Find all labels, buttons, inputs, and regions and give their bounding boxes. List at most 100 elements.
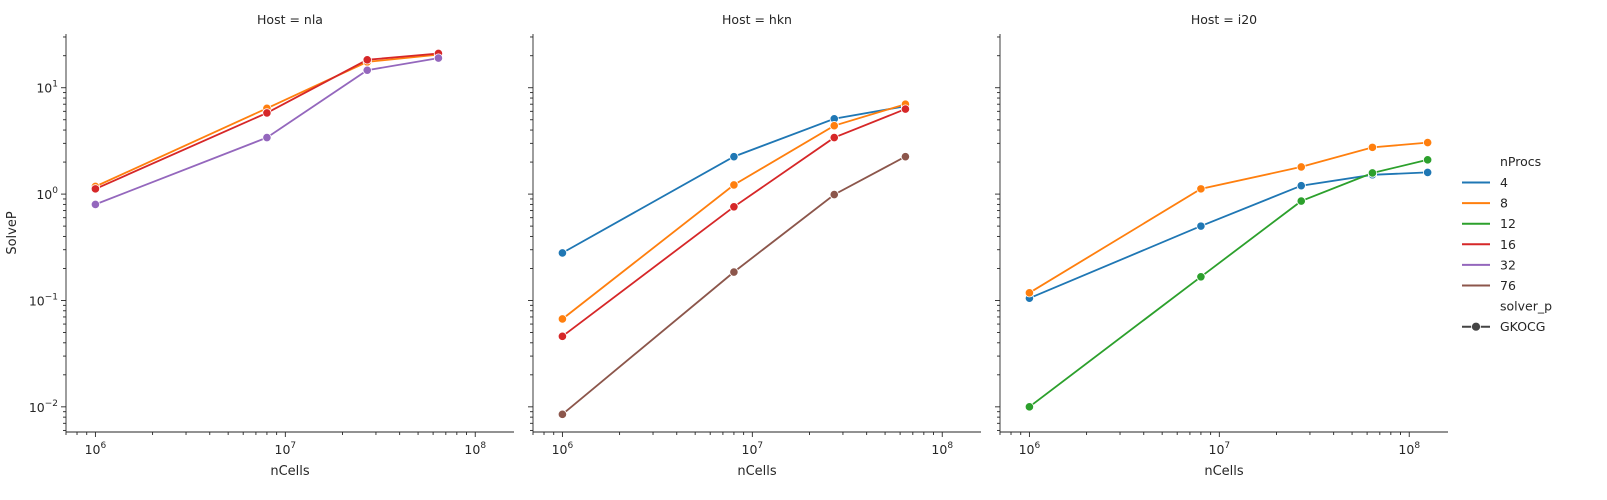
y-tick-label: 10−1 [29,292,58,308]
data-point-nprocs-76 [557,409,568,419]
y-tick-label: 10−2 [29,399,58,415]
data-point-nprocs-4 [729,152,739,162]
x-tick-label-base: 10 [742,442,758,457]
x-tick-label: 107 [742,441,764,457]
series-line-nprocs-8 [1028,141,1428,294]
panel-title: Host = hkn [722,12,792,27]
data-point-nprocs-12 [1196,272,1206,282]
data-point-nprocs-8 [1196,184,1206,194]
legend-label: GKOCG [1500,319,1545,334]
series-line-nprocs-12 [1028,158,1428,408]
series-line-nprocs-16 [561,108,906,338]
data-point-nprocs-8 [729,180,739,190]
data-point-nprocs-32 [362,65,372,75]
data-point-nprocs-16 [729,202,739,212]
x-tick-label-exponent: 7 [757,441,763,451]
y-tick-label-exponent: −1 [45,292,58,302]
x-tick-label: 108 [464,441,486,457]
data-point-nprocs-12 [1367,168,1378,178]
data-point-nprocs-32 [262,132,272,143]
y-tick-label-exponent: 0 [52,186,58,196]
panel-title: Host = nla [257,12,323,27]
data-point-nprocs-4 [1196,221,1206,231]
x-tick-label-exponent: 8 [1414,441,1420,451]
data-point-nprocs-16 [557,331,568,341]
legend-label: 8 [1500,196,1508,211]
legend-label: 16 [1500,237,1516,252]
x-tick-label-base: 10 [1398,442,1414,457]
data-point-nprocs-16 [829,132,839,143]
x-tick-label: 108 [1398,441,1420,457]
y-tick-label-exponent: 1 [52,80,58,90]
x-tick-label: 108 [931,441,953,457]
data-point-nprocs-16 [362,55,372,65]
x-tick-label-exponent: 6 [568,441,574,451]
series-line-nprocs-8 [95,53,439,188]
x-tick-label: 106 [552,441,574,457]
y-tick-label-base: 10 [36,81,52,96]
y-tick-label: 100 [36,186,58,202]
y-tick-label-base: 10 [29,400,45,415]
x-axis-label: nCells [1204,464,1244,479]
chart-legend: nProcs 4 8 12 16 32 76 solver_p GKOCG [1462,154,1552,334]
x-tick-label-exponent: 6 [1035,441,1041,451]
data-point-nprocs-4 [557,248,568,258]
x-tick-label-base: 10 [85,442,101,457]
y-tick-label-exponent: −2 [45,399,58,409]
series-line-nprocs-8 [561,103,906,320]
data-point-nprocs-16 [90,184,101,194]
x-tick-label: 107 [275,441,297,457]
legend-label: 76 [1500,278,1516,293]
x-tick-label-base: 10 [1209,442,1225,457]
data-point-nprocs-8 [557,314,568,324]
x-axis-label: nCells [737,464,777,479]
data-point-nprocs-32 [433,53,444,63]
legend-label: 32 [1500,257,1516,272]
legend-label: 12 [1500,216,1516,231]
x-tick-label-base: 10 [464,442,480,457]
legend-title-solver: solver_p [1500,299,1552,314]
x-tick-label-exponent: 6 [101,441,107,451]
x-tick-label-base: 10 [275,442,291,457]
legend-marker-solver [1471,321,1481,332]
series-line-nprocs-16 [95,52,439,190]
series-line-nprocs-32 [95,57,439,206]
data-point-nprocs-8 [829,121,839,131]
x-tick-label-base: 10 [1019,442,1035,457]
data-point-nprocs-8 [1024,288,1035,298]
data-point-nprocs-12 [1423,155,1433,165]
y-tick-label-base: 10 [36,187,52,202]
series-line-nprocs-4 [561,105,906,254]
data-point-nprocs-76 [900,152,911,162]
data-point-nprocs-4 [1296,181,1306,191]
x-tick-label-base: 10 [931,442,947,457]
y-tick-label: 101 [36,80,58,96]
data-point-nprocs-12 [1296,196,1306,206]
x-tick-label-exponent: 8 [947,441,953,451]
data-point-nprocs-76 [729,267,739,277]
series-line-nprocs-4 [1029,171,1428,300]
legend-title-nprocs: nProcs [1500,154,1541,169]
x-tick-label-exponent: 8 [480,441,486,451]
data-point-nprocs-32 [90,199,101,210]
data-point-nprocs-76 [829,189,839,200]
data-point-nprocs-4 [1423,167,1433,177]
x-tick-label: 106 [85,441,107,457]
data-point-nprocs-16 [262,108,272,118]
panel-title: Host = i20 [1191,12,1257,27]
x-axis-label: nCells [270,464,310,479]
y-tick-label-base: 10 [29,293,45,308]
x-tick-label: 106 [1019,441,1041,457]
x-tick-label-exponent: 7 [290,441,296,451]
data-point-nprocs-16 [900,104,911,114]
y-axis-label: SolveP [5,211,20,255]
data-point-nprocs-8 [1296,162,1306,172]
x-tick-label: 107 [1209,441,1231,457]
x-tick-label-base: 10 [552,442,568,457]
data-point-nprocs-12 [1024,402,1035,412]
